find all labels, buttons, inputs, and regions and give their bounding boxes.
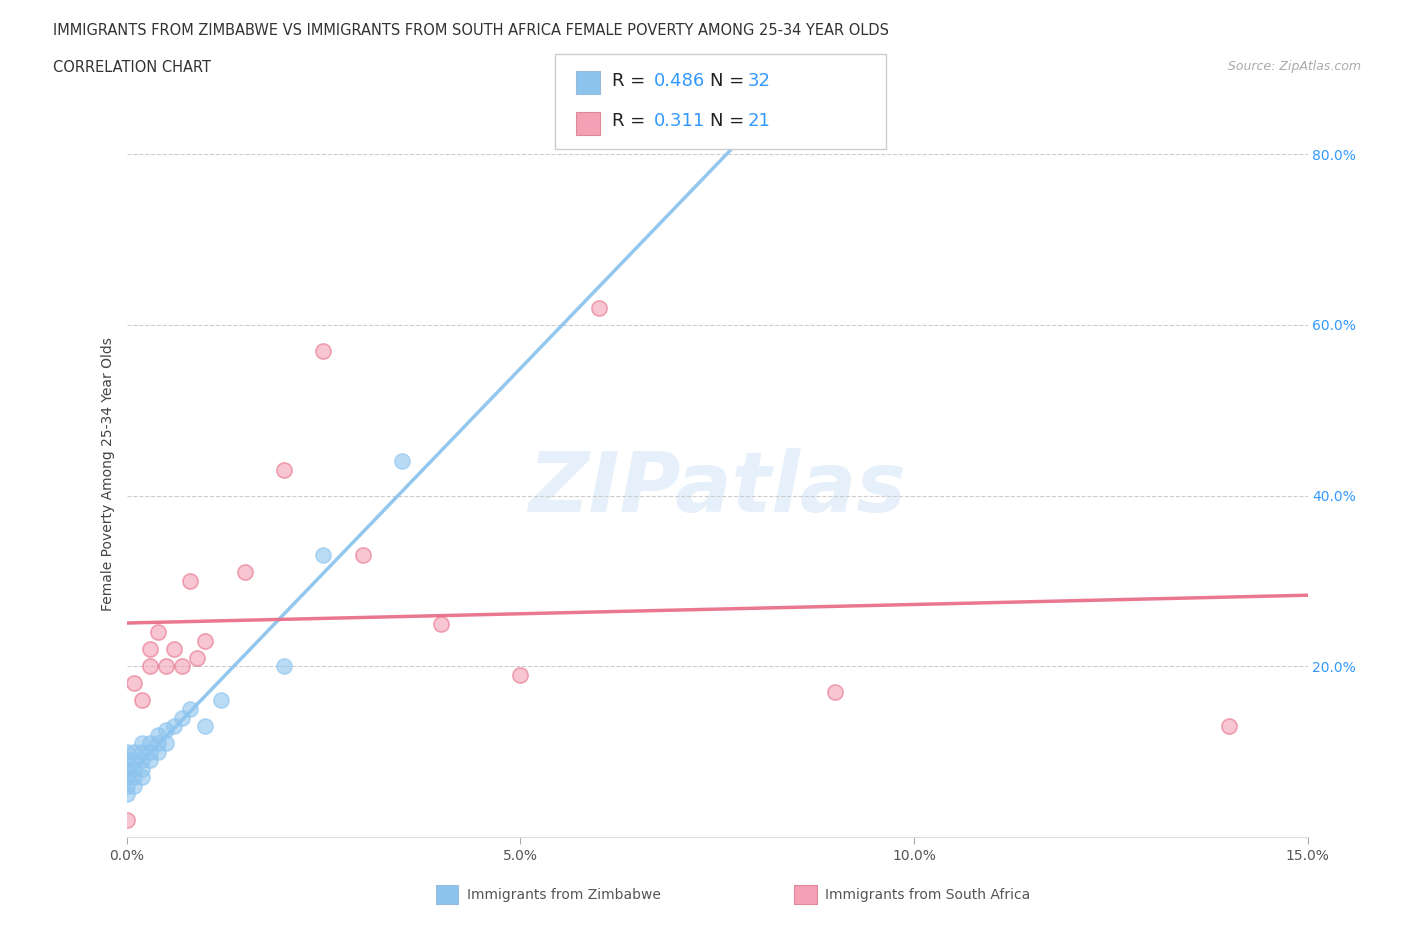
Point — [430, 617, 453, 631]
Point — [115, 762, 138, 777]
Point — [124, 744, 146, 759]
Point — [1218, 719, 1240, 734]
Text: R =: R = — [612, 72, 651, 90]
Point — [124, 752, 146, 767]
Point — [170, 658, 193, 673]
Text: Source: ZipAtlas.com: Source: ZipAtlas.com — [1227, 60, 1361, 73]
Point — [115, 787, 138, 802]
Point — [115, 813, 138, 828]
Point — [163, 719, 186, 734]
Point — [352, 548, 374, 563]
Point — [312, 343, 335, 358]
Point — [146, 736, 169, 751]
Point — [273, 462, 295, 477]
Point — [131, 770, 153, 785]
Text: 0.311: 0.311 — [654, 112, 704, 130]
Point — [179, 701, 201, 716]
Point — [115, 778, 138, 793]
Point — [146, 625, 169, 640]
Text: 0.486: 0.486 — [654, 72, 704, 90]
Y-axis label: Female Poverty Among 25-34 Year Olds: Female Poverty Among 25-34 Year Olds — [101, 338, 115, 611]
Point — [186, 650, 208, 665]
Point — [139, 744, 162, 759]
Point — [131, 752, 153, 767]
Text: CORRELATION CHART: CORRELATION CHART — [53, 60, 211, 75]
Point — [124, 770, 146, 785]
Point — [163, 642, 186, 657]
Text: N =: N = — [710, 72, 749, 90]
Point — [194, 719, 217, 734]
Point — [170, 711, 193, 725]
Point — [139, 642, 162, 657]
Point — [209, 693, 232, 708]
Point — [588, 300, 610, 315]
Text: Immigrants from South Africa: Immigrants from South Africa — [825, 887, 1031, 902]
Point — [146, 744, 169, 759]
Point — [155, 736, 177, 751]
Text: ZIPatlas: ZIPatlas — [529, 448, 905, 529]
Point — [312, 548, 335, 563]
Point — [391, 454, 413, 469]
Point — [179, 574, 201, 589]
Text: 32: 32 — [748, 72, 770, 90]
Point — [155, 723, 177, 737]
Point — [194, 633, 217, 648]
Text: N =: N = — [710, 112, 749, 130]
Point — [124, 778, 146, 793]
Point — [115, 752, 138, 767]
Point — [509, 668, 531, 683]
Point — [824, 684, 846, 699]
Point — [115, 744, 138, 759]
Point — [233, 565, 256, 580]
Point — [139, 752, 162, 767]
Text: IMMIGRANTS FROM ZIMBABWE VS IMMIGRANTS FROM SOUTH AFRICA FEMALE POVERTY AMONG 25: IMMIGRANTS FROM ZIMBABWE VS IMMIGRANTS F… — [53, 23, 890, 38]
Point — [139, 736, 162, 751]
Point — [124, 762, 146, 777]
Point — [131, 736, 153, 751]
Point — [273, 658, 295, 673]
Text: 21: 21 — [748, 112, 770, 130]
Point — [155, 658, 177, 673]
Point — [131, 744, 153, 759]
Point — [139, 658, 162, 673]
Point — [131, 693, 153, 708]
Point — [146, 727, 169, 742]
Point — [115, 770, 138, 785]
Text: Immigrants from Zimbabwe: Immigrants from Zimbabwe — [467, 887, 661, 902]
Text: R =: R = — [612, 112, 657, 130]
Point — [131, 762, 153, 777]
Point — [124, 676, 146, 691]
